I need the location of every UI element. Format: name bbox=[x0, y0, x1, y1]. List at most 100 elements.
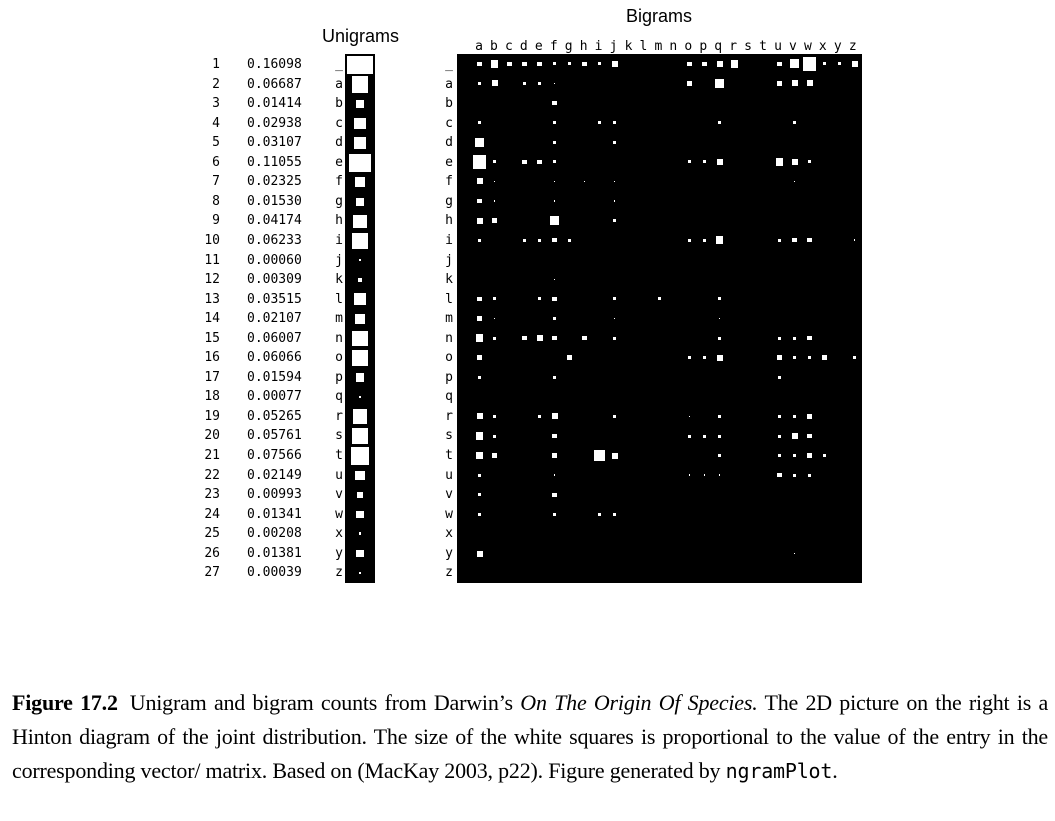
bigram-square bbox=[552, 433, 557, 439]
bigram-column-label: r bbox=[729, 39, 738, 54]
caption-book-title: On The Origin Of Species. bbox=[520, 690, 758, 715]
bigram-square bbox=[688, 474, 691, 476]
bigram-row-label: z bbox=[445, 565, 453, 581]
bigram-row-label: g bbox=[445, 193, 453, 209]
unigram-square bbox=[358, 532, 362, 536]
bigram-square bbox=[553, 62, 556, 66]
bigram-square bbox=[537, 159, 542, 164]
bigram-square bbox=[550, 216, 559, 226]
bigram-square bbox=[807, 237, 812, 243]
unigram-probability: 0.01381 bbox=[247, 545, 302, 561]
bigram-square bbox=[553, 121, 556, 125]
bigram-square bbox=[478, 238, 481, 242]
bigram-square bbox=[777, 81, 782, 86]
unigram-symbol: u bbox=[335, 467, 343, 483]
bigram-square bbox=[688, 356, 691, 360]
unigram-square bbox=[355, 470, 365, 481]
unigram-probability: 0.01594 bbox=[247, 369, 302, 385]
bigram-square bbox=[716, 354, 723, 361]
bigram-square bbox=[583, 180, 586, 183]
bigram-square bbox=[553, 474, 556, 476]
bigram-square bbox=[793, 336, 796, 340]
row-number: 4 bbox=[212, 115, 220, 131]
bigram-square bbox=[538, 238, 541, 242]
bigram-row-label: r bbox=[445, 408, 453, 424]
row-number: 10 bbox=[204, 232, 220, 248]
bigram-square bbox=[553, 140, 556, 144]
bigram-square bbox=[523, 81, 526, 85]
bigram-square bbox=[493, 200, 496, 202]
unigram-square bbox=[351, 75, 369, 93]
bigram-square bbox=[613, 414, 616, 418]
bigram-row-label: f bbox=[445, 174, 453, 190]
row-number: 16 bbox=[204, 350, 220, 366]
unigram-symbol: y bbox=[335, 545, 343, 561]
bigram-square bbox=[868, 297, 871, 301]
unigram-probability: 0.00208 bbox=[247, 526, 302, 542]
row-number: 26 bbox=[204, 545, 220, 561]
bigram-square bbox=[791, 433, 798, 440]
bigram-row-label: l bbox=[445, 291, 453, 307]
bigram-square bbox=[568, 62, 571, 66]
unigram-symbol: e bbox=[335, 154, 343, 170]
bigram-hinton-matrix bbox=[457, 54, 871, 583]
unigram-symbol: w bbox=[335, 506, 343, 522]
bigram-square bbox=[491, 80, 498, 87]
caption-text-2: The 2D picture on the right is a Hinton … bbox=[12, 690, 1049, 783]
unigram-symbol: g bbox=[335, 193, 343, 209]
unigram-probability: 0.02149 bbox=[247, 467, 302, 483]
row-number: 22 bbox=[204, 467, 220, 483]
bigram-column-label: u bbox=[774, 39, 782, 54]
bigram-column-label: f bbox=[549, 39, 558, 54]
bigram-square bbox=[478, 512, 481, 516]
bigram-square bbox=[478, 375, 481, 379]
bigram-column-label: k bbox=[624, 39, 633, 54]
unigram-square bbox=[347, 55, 373, 74]
bigram-square bbox=[492, 453, 497, 458]
unigram-square bbox=[359, 396, 361, 399]
bigram-square bbox=[716, 60, 723, 67]
bigram-row-label: a bbox=[445, 76, 453, 92]
bigram-square bbox=[791, 80, 798, 87]
bigram-row-label: e bbox=[445, 154, 453, 170]
unigram-probability: 0.06687 bbox=[247, 76, 302, 92]
bigram-square bbox=[718, 336, 721, 340]
bigram-square bbox=[553, 180, 556, 183]
unigram-symbol: i bbox=[335, 232, 343, 248]
bigram-row-label: i bbox=[445, 232, 453, 248]
unigram-probability: 0.00993 bbox=[247, 487, 302, 503]
bigram-row-label: u bbox=[445, 467, 453, 483]
bigram-square bbox=[806, 80, 813, 87]
unigram-probability: 0.04174 bbox=[247, 213, 302, 229]
bigram-square bbox=[476, 413, 483, 420]
bigram-square bbox=[522, 61, 527, 67]
bigram-column-label: i bbox=[594, 39, 603, 54]
bigram-square bbox=[522, 159, 527, 164]
unigram-symbol: n bbox=[335, 330, 343, 346]
bigram-square bbox=[477, 198, 482, 204]
unigram-symbol: f bbox=[335, 174, 343, 190]
row-number: 3 bbox=[212, 96, 220, 112]
bigram-square bbox=[791, 158, 798, 165]
bigram-square bbox=[793, 552, 796, 555]
bigram-column-label: s bbox=[744, 39, 752, 54]
bigram-square bbox=[553, 200, 556, 202]
bigram-square bbox=[778, 454, 781, 458]
bigram-square bbox=[703, 474, 706, 476]
bigram-row-label: w bbox=[445, 506, 453, 522]
bigram-square bbox=[778, 434, 781, 438]
bigram-row-label: c bbox=[445, 115, 453, 131]
unigram-square bbox=[349, 153, 371, 172]
unigram-square bbox=[353, 293, 367, 306]
unigram-symbol: b bbox=[335, 96, 343, 112]
bigram-square bbox=[598, 62, 601, 66]
bigram-square bbox=[613, 512, 616, 516]
unigram-probability: 0.05265 bbox=[247, 408, 302, 424]
unigram-probability: 0.06233 bbox=[247, 232, 302, 248]
bigram-square bbox=[716, 158, 723, 165]
bigram-square bbox=[492, 218, 497, 223]
bigram-square bbox=[688, 238, 691, 242]
row-number: 14 bbox=[204, 311, 220, 327]
unigram-probability: 0.01530 bbox=[247, 193, 302, 209]
bigram-square bbox=[778, 414, 781, 418]
